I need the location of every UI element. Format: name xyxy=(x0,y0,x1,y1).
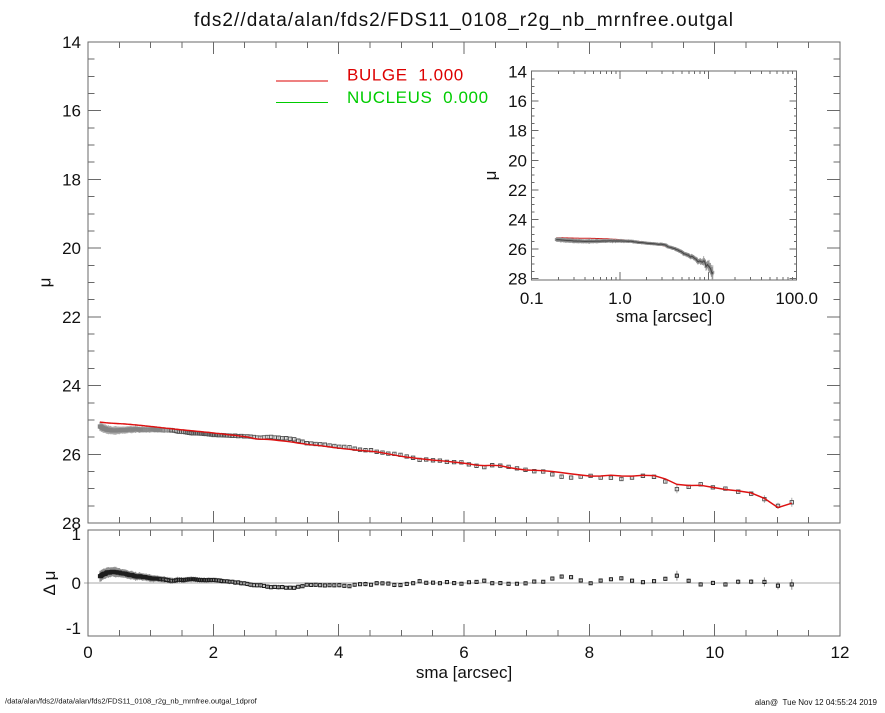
svg-text:26: 26 xyxy=(508,240,527,259)
svg-text:22: 22 xyxy=(508,181,527,200)
svg-text:1.0: 1.0 xyxy=(608,289,632,308)
svg-text:8: 8 xyxy=(585,643,594,662)
svg-text:2: 2 xyxy=(209,643,218,662)
svg-text:Δ μ: Δ μ xyxy=(40,571,59,596)
svg-text:-1: -1 xyxy=(66,619,81,638)
svg-text:22: 22 xyxy=(62,308,81,327)
svg-text:18: 18 xyxy=(62,170,81,189)
svg-text:24: 24 xyxy=(62,377,81,396)
svg-text:20: 20 xyxy=(508,151,527,170)
svg-text:1: 1 xyxy=(72,525,81,544)
svg-text:/data/alan/fds2//data/alan/fds: /data/alan/fds2//data/alan/fds2/FDS11_01… xyxy=(5,697,258,706)
svg-text:sma [arcsec]: sma [arcsec] xyxy=(416,663,512,682)
svg-text:20: 20 xyxy=(62,239,81,258)
svg-text:6: 6 xyxy=(459,643,468,662)
svg-text:μ: μ xyxy=(36,278,55,288)
svg-text:100.0: 100.0 xyxy=(775,289,818,308)
svg-text:16: 16 xyxy=(62,102,81,121)
svg-text:NUCLEUS 0.000: NUCLEUS 0.000 xyxy=(347,88,489,107)
svg-text:24: 24 xyxy=(508,211,527,230)
svg-text:4: 4 xyxy=(334,643,343,662)
svg-text:16: 16 xyxy=(508,92,527,111)
svg-text:0: 0 xyxy=(72,574,81,593)
svg-text:0.1: 0.1 xyxy=(520,289,544,308)
svg-text:fds2//data/alan/fds2/FDS11_010: fds2//data/alan/fds2/FDS11_0108_r2g_nb_m… xyxy=(194,10,734,31)
svg-text:12: 12 xyxy=(831,643,850,662)
svg-text:28: 28 xyxy=(508,270,527,289)
svg-text:26: 26 xyxy=(62,445,81,464)
svg-text:14: 14 xyxy=(62,33,81,52)
svg-text:18: 18 xyxy=(508,122,527,141)
svg-text:μ: μ xyxy=(481,171,500,181)
svg-text:14: 14 xyxy=(508,63,527,82)
svg-text:0: 0 xyxy=(83,643,92,662)
svg-text:sma [arcsec]: sma [arcsec] xyxy=(616,307,712,326)
svg-text:alan@ Tue Nov 12 04:55:24 201: alan@ Tue Nov 12 04:55:24 2019 xyxy=(755,698,878,707)
svg-text:10: 10 xyxy=(705,643,724,662)
svg-text:28: 28 xyxy=(62,514,81,533)
svg-text:BULGE 1.000: BULGE 1.000 xyxy=(347,66,464,85)
svg-text:10.0: 10.0 xyxy=(692,289,725,308)
